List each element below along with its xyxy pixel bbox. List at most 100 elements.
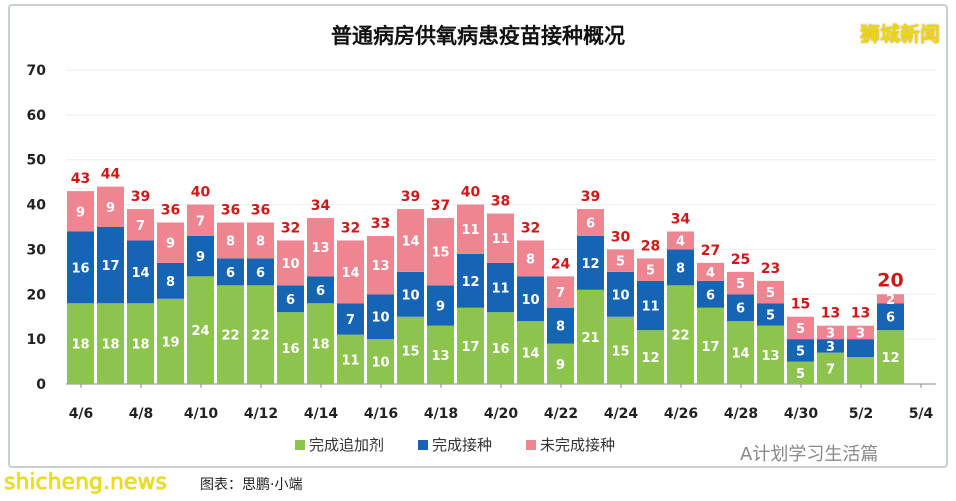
x-tick-label: 4/18 bbox=[424, 406, 458, 422]
bar-segment bbox=[487, 213, 514, 263]
bar-segment bbox=[187, 235, 214, 277]
data-label: 14 bbox=[341, 266, 359, 281]
bar-segment bbox=[667, 285, 694, 384]
bar-segment bbox=[577, 209, 604, 236]
data-label: 5 bbox=[766, 308, 775, 323]
data-label: 14 bbox=[731, 347, 749, 362]
total-label: 40 bbox=[461, 185, 481, 201]
bar-segment bbox=[547, 343, 574, 384]
bar-segment bbox=[727, 271, 754, 295]
data-label: 6 bbox=[286, 293, 295, 308]
total-label: 24 bbox=[551, 256, 571, 272]
total-label: 13 bbox=[821, 306, 840, 322]
total-label: 13 bbox=[851, 306, 870, 322]
data-label: 18 bbox=[311, 338, 329, 353]
bar-segment bbox=[787, 361, 814, 384]
bar-segment bbox=[697, 307, 724, 384]
total-label: 34 bbox=[311, 198, 331, 214]
y-tick-label: 0 bbox=[36, 377, 46, 393]
data-label: 3 bbox=[826, 326, 835, 341]
data-label: 11 bbox=[461, 223, 479, 238]
chart-frame bbox=[8, 4, 948, 468]
bar-segment bbox=[757, 280, 784, 304]
y-tick-label: 60 bbox=[27, 108, 47, 124]
bar-segment bbox=[457, 204, 484, 254]
data-label: 10 bbox=[521, 293, 539, 308]
bar-segment bbox=[307, 218, 334, 277]
bar-segment bbox=[577, 235, 604, 290]
bar-segment bbox=[517, 276, 544, 322]
data-label: 7 bbox=[196, 214, 205, 229]
bar-segment bbox=[397, 271, 424, 317]
bar-segment bbox=[337, 334, 364, 384]
total-label: 36 bbox=[161, 203, 180, 219]
data-label: 13 bbox=[311, 241, 329, 256]
data-label: 14 bbox=[401, 234, 419, 249]
data-label: 18 bbox=[131, 338, 149, 353]
bar-segment bbox=[787, 316, 814, 340]
total-label: 34 bbox=[671, 211, 691, 227]
total-label: 32 bbox=[341, 220, 360, 236]
data-label: 15 bbox=[611, 344, 629, 359]
bar-segment bbox=[667, 249, 694, 286]
data-label: 7 bbox=[136, 219, 145, 234]
y-tick-label: 40 bbox=[27, 198, 47, 214]
data-label: 8 bbox=[166, 275, 175, 290]
bar-segment bbox=[67, 231, 94, 304]
bar-segment bbox=[847, 339, 874, 358]
bar-segment bbox=[787, 339, 814, 362]
data-label: 4 bbox=[676, 234, 685, 249]
data-label: 6 bbox=[586, 217, 595, 232]
y-tick-label: 10 bbox=[27, 332, 47, 348]
bar-segment bbox=[607, 249, 634, 272]
bar-segment bbox=[607, 316, 634, 384]
data-label: 14 bbox=[131, 266, 149, 281]
data-label: 13 bbox=[371, 259, 389, 274]
data-label: 9 bbox=[76, 205, 85, 220]
data-label: 5 bbox=[736, 277, 745, 292]
bar-segment bbox=[427, 218, 454, 286]
data-label: 24 bbox=[191, 324, 209, 339]
data-label: 6 bbox=[256, 266, 265, 281]
data-label: 8 bbox=[256, 234, 265, 249]
data-label: 8 bbox=[226, 234, 235, 249]
bar-segment bbox=[457, 253, 484, 308]
data-label: 12 bbox=[581, 257, 599, 272]
data-label: 21 bbox=[581, 331, 599, 346]
bar-segment bbox=[127, 240, 154, 304]
total-label: 36 bbox=[221, 203, 240, 219]
data-label: 16 bbox=[491, 342, 509, 357]
bar-segment bbox=[757, 325, 784, 384]
bar-segment bbox=[367, 235, 394, 295]
bar-segment bbox=[307, 303, 334, 384]
total-label: 23 bbox=[761, 261, 780, 277]
bar-segment bbox=[847, 357, 874, 384]
bar-segment bbox=[67, 303, 94, 384]
bar-segment bbox=[487, 262, 514, 313]
data-label: 16 bbox=[281, 342, 299, 357]
bar-segment bbox=[877, 303, 904, 331]
bar-segment bbox=[277, 285, 304, 313]
data-label: 14 bbox=[521, 347, 539, 362]
bar-segment bbox=[457, 307, 484, 384]
bar-segment bbox=[337, 240, 364, 304]
bar-segment bbox=[397, 316, 424, 384]
data-label: 22 bbox=[251, 329, 269, 344]
bar-segment bbox=[247, 222, 274, 259]
x-tick-label: 4/20 bbox=[484, 406, 519, 422]
bar-segment bbox=[487, 312, 514, 384]
data-label: 17 bbox=[461, 340, 479, 355]
x-tick-label: 4/12 bbox=[244, 406, 278, 422]
data-label: 7 bbox=[346, 313, 355, 328]
data-label: 13 bbox=[761, 349, 779, 364]
x-tick-label: 4/28 bbox=[724, 406, 758, 422]
bar-segment bbox=[217, 258, 244, 286]
bar-segment bbox=[97, 303, 124, 384]
source-caption: 图表：思鹏·小端 bbox=[200, 477, 303, 493]
bar-segment bbox=[127, 209, 154, 241]
bar-segment bbox=[157, 222, 184, 263]
bar-segment bbox=[157, 262, 184, 299]
bar-segment bbox=[337, 303, 364, 335]
data-label: 9 bbox=[106, 201, 115, 216]
data-label: 6 bbox=[886, 311, 895, 326]
